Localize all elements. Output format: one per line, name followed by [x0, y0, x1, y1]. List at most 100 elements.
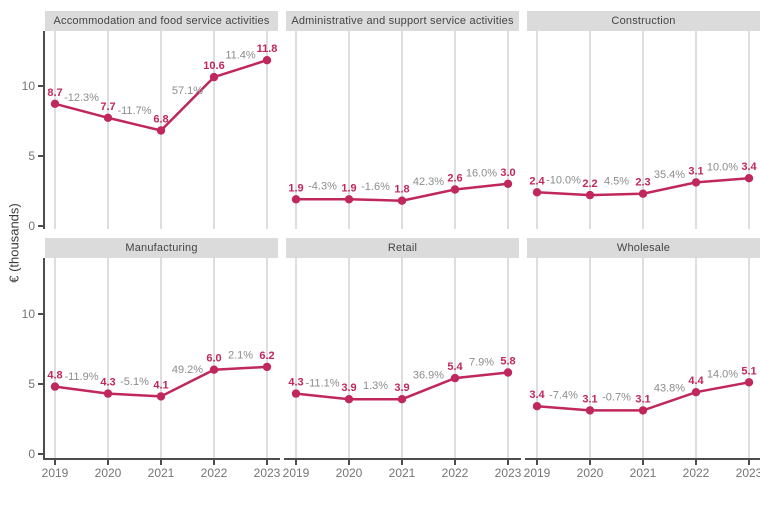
x-tick-label: 2019 [282, 466, 310, 480]
x-tick-mark [454, 460, 456, 465]
data-point [156, 392, 166, 401]
data-point [209, 365, 219, 374]
y-axis-line [43, 31, 45, 229]
value-label: 2.4 [529, 175, 545, 187]
value-label: 7.7 [100, 101, 115, 113]
pct-change-label: -11.1% [305, 377, 339, 389]
data-point [638, 189, 648, 198]
value-label: 5.4 [447, 361, 463, 373]
data-point [262, 362, 272, 372]
facet-title: Administrative and support service activ… [286, 11, 519, 31]
facet-title-label: Accommodation and food service activitie… [53, 15, 270, 27]
y-tick-label: 0 [28, 219, 35, 233]
pct-change-label: 57.1% [172, 85, 203, 97]
value-label: 3.1 [582, 393, 597, 405]
pct-change-label: -11.7% [117, 105, 151, 117]
data-point [585, 406, 595, 415]
data-point [691, 388, 701, 397]
x-tick-label: 2019 [523, 466, 551, 480]
value-label: 5.8 [500, 356, 515, 368]
x-tick-label: 2022 [682, 466, 710, 480]
value-label: 4.3 [288, 377, 303, 389]
data-point [291, 389, 301, 398]
facet-plot: 8.7 7.7 6.8 10.6 11.8 -12.3% -11.7% 57.1% 11.4% [47, 31, 278, 229]
facet-title-label: Retail [387, 242, 418, 254]
x-tick-mark [160, 460, 162, 465]
facet-title-label: Administrative and support service activ… [291, 15, 514, 27]
data-point [744, 174, 754, 183]
data-point [344, 195, 354, 204]
value-label: 5.1 [741, 365, 756, 377]
x-tick-label: 2022 [200, 466, 228, 480]
value-label: 2.2 [582, 178, 597, 190]
data-point [744, 378, 754, 387]
facet-plot: 4.3 3.9 3.9 5.4 5.8 -11.1% 1.3% 36.9% 7.9% [288, 258, 516, 458]
value-label: 10.6 [203, 60, 224, 72]
x-axis-line [525, 458, 760, 460]
pct-change-label: -12.3% [64, 92, 99, 104]
data-point [397, 196, 407, 205]
facet-title: Manufacturing [45, 238, 278, 258]
value-label: 3.0 [500, 167, 515, 179]
x-tick-label: 2020 [94, 466, 122, 480]
x-axis-line [43, 458, 280, 460]
pct-change-label: -0.7% [602, 391, 631, 403]
x-tick-label: 2019 [41, 466, 69, 480]
value-label: 11.8 [257, 43, 278, 55]
pct-change-label: 7.9% [469, 356, 494, 368]
value-label: 4.8 [47, 370, 62, 382]
x-tick-mark [295, 460, 297, 465]
y-tick-label: 10 [21, 78, 35, 93]
x-tick-mark [536, 460, 538, 465]
data-point [532, 402, 542, 411]
pct-change-label: -5.1% [120, 376, 149, 388]
x-tick-mark [107, 460, 109, 465]
data-point [638, 406, 648, 415]
pct-change-label: 4.5% [604, 175, 629, 187]
data-point [262, 56, 272, 65]
pct-change-label: -7.4% [549, 389, 578, 401]
x-tick-label: 2022 [441, 466, 469, 480]
facet-plot: 2.4 2.2 2.3 3.1 3.4 -10.0% 4.5% 35.4% 10.0% [529, 31, 758, 229]
data-point [503, 179, 513, 188]
x-tick-mark [507, 460, 509, 465]
value-label: 1.9 [341, 182, 356, 194]
pct-change-label: 1.3% [363, 380, 388, 392]
x-tick-mark [54, 460, 56, 465]
data-point [344, 395, 354, 404]
y-tick-mark [38, 312, 43, 315]
y-tick-mark [38, 382, 43, 385]
value-label: 3.1 [688, 165, 703, 177]
x-tick-label: 2023 [735, 466, 760, 480]
pct-change-label: 11.4% [225, 50, 256, 62]
value-label: 4.1 [153, 379, 168, 391]
value-label: 1.9 [288, 182, 303, 194]
x-tick-label: 2021 [388, 466, 416, 480]
data-point [532, 188, 542, 197]
value-label: 2.3 [635, 177, 650, 189]
pct-change-label: 49.2% [172, 364, 203, 376]
pct-change-label: -4.3% [308, 180, 337, 192]
data-point [450, 373, 460, 383]
data-point [503, 368, 513, 377]
value-label: 4.4 [688, 375, 704, 387]
y-tick-label: 0 [28, 447, 35, 461]
y-axis-line [43, 258, 45, 458]
facet-plot: 3.4 3.1 3.1 4.4 5.1 -7.4% -0.7% 43.8% 14.0% [529, 258, 757, 458]
facet-title: Construction [527, 11, 760, 31]
pct-change-label: -1.6% [361, 181, 390, 193]
facet-title-label: Wholesale [616, 242, 671, 254]
pct-change-label: 42.3% [413, 176, 444, 188]
facet-title: Retail [286, 238, 519, 258]
x-tick-mark [642, 460, 644, 465]
value-label: 6.2 [259, 350, 274, 362]
value-label: 3.4 [529, 389, 545, 401]
x-tick-mark [266, 460, 268, 465]
value-label: 3.9 [394, 382, 409, 394]
y-tick-mark [38, 84, 43, 87]
x-tick-label: 2021 [629, 466, 657, 480]
value-label: 6.0 [206, 353, 221, 365]
data-point [691, 178, 701, 187]
pct-change-label: 16.0% [466, 168, 497, 180]
